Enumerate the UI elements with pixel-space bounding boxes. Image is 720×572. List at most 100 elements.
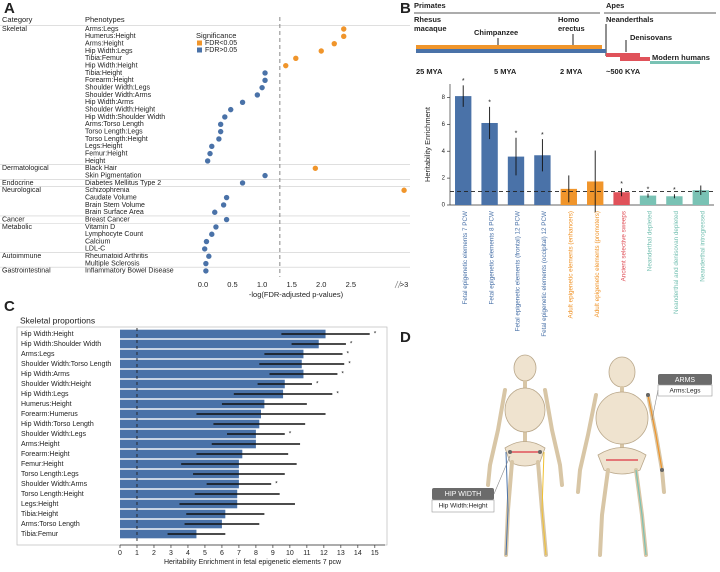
bar xyxy=(481,122,498,205)
y-tick-label: 6 xyxy=(442,122,446,128)
timeline-bar xyxy=(606,53,640,57)
x-tick-label: 1.0 xyxy=(257,280,267,289)
significance-mark: * xyxy=(374,331,377,338)
dot xyxy=(213,224,219,230)
timeline-group: Primates xyxy=(414,1,446,10)
y-tick-label: 4 xyxy=(442,149,446,155)
phenotype-label: Legs:Height xyxy=(85,143,122,150)
legend-label: FDR>0.05 xyxy=(205,47,237,54)
x-tick-label: 1.5 xyxy=(286,280,296,289)
phenotype-label: Skin Pigmentation xyxy=(85,172,142,179)
phenotype-label: Hip Width:Shoulder Width xyxy=(85,114,165,121)
legend-swatch xyxy=(197,47,202,53)
skeleton xyxy=(576,356,666,557)
category-label: Metabolic xyxy=(2,224,32,231)
significance-mark: * xyxy=(620,181,623,188)
phenotype-label: Shoulder Width:Arms xyxy=(85,92,152,99)
chart-title: Skeletal proportions xyxy=(20,315,95,325)
x-tick-label: Fetal epigenetic elements (frontal) 12 P… xyxy=(515,211,522,331)
dot xyxy=(293,55,299,62)
bar xyxy=(120,519,222,529)
label-subtitle: Arms:Legs xyxy=(669,388,701,395)
bar xyxy=(455,96,472,205)
y-tick-label: Femur:Height xyxy=(21,461,63,468)
panel-label: C xyxy=(4,298,15,315)
category-label: Endocrine xyxy=(2,180,34,187)
phenotype-label: Black Hair xyxy=(85,165,118,172)
y-tick-label: Humerus:Height xyxy=(21,401,72,408)
x-axis-label: -log(FDR-adjusted p-values) xyxy=(249,290,344,299)
phenotype-label: Hip Width:Legs xyxy=(85,48,133,55)
legend-title: Significance xyxy=(196,31,236,40)
bar xyxy=(120,389,284,399)
x-tick-label: 0.5 xyxy=(227,280,237,289)
time-label: 5 MYA xyxy=(494,67,517,76)
phenotype-label: Diabetes Mellitus Type 2 xyxy=(85,180,161,187)
dot xyxy=(201,246,208,252)
phenotype-label: Arms:Torso Length xyxy=(85,121,144,128)
label-header xyxy=(432,488,494,500)
bar xyxy=(507,156,525,205)
x-tick-label: 12 xyxy=(320,550,328,557)
x-tick-label: 11 xyxy=(303,550,310,557)
bar xyxy=(120,499,238,509)
x-tick-label: 5 xyxy=(203,550,207,557)
y-axis-label: Heritability Enrichment xyxy=(423,106,432,182)
bar xyxy=(120,339,319,349)
phenotype-label: Humerus:Height xyxy=(85,33,136,40)
x-tick-label: Fetal epigenetic elements 7 PCW xyxy=(462,211,469,305)
x-tick-label: 13 xyxy=(337,550,345,557)
species-label: Denisovans xyxy=(630,33,672,42)
y-tick-label: Forearm:Height xyxy=(21,451,70,458)
skeleton xyxy=(486,354,564,557)
species-label: Rhesus xyxy=(414,15,441,24)
bar xyxy=(120,529,197,539)
time-label: 25 MYA xyxy=(416,67,443,76)
dot xyxy=(341,26,347,32)
phenotype-label: Rheumatoid Arthritis xyxy=(85,253,149,260)
significance-mark: * xyxy=(348,361,351,368)
phenotype-label: Hip Width:Height xyxy=(85,62,138,69)
dot xyxy=(212,209,218,215)
bar xyxy=(120,439,256,449)
x-tick-label: Fetal epigenetic elements (occipital) 12… xyxy=(541,211,548,337)
phenotype-label: Torso Length:Height xyxy=(85,136,148,143)
bar xyxy=(120,399,265,409)
column-header: Phenotypes xyxy=(85,15,125,24)
bar xyxy=(120,419,260,429)
x-tick-label: Fetal epigenetic elements 8 PCW xyxy=(488,211,495,305)
y-tick-label: Torso Length:Legs xyxy=(21,471,79,478)
dot xyxy=(220,202,227,208)
dot xyxy=(239,180,246,186)
y-tick-label: Forearm:Humerus xyxy=(21,411,78,418)
bar xyxy=(534,155,551,205)
bar xyxy=(692,190,709,205)
phenotype-label: Breast Cancer xyxy=(85,216,130,223)
dot xyxy=(341,33,347,40)
phenotype-label: Shoulder Width:Height xyxy=(85,106,155,113)
significance-mark: * xyxy=(347,351,350,358)
x-tick-label: 4 xyxy=(186,550,190,557)
phenotype-label: Caudate Volume xyxy=(85,194,137,201)
connector xyxy=(651,389,659,421)
phenotype-label: Multiple Sclerosis xyxy=(85,260,140,267)
y-tick-label: Hip Width:Torso Length xyxy=(21,421,94,428)
phenotype-label: Lymphocyte Count xyxy=(85,231,143,238)
bar xyxy=(120,349,304,359)
legend-swatch xyxy=(197,40,202,46)
label-header xyxy=(658,374,712,385)
y-tick-label: Tibia:Height xyxy=(21,511,58,518)
phenotype-label: Schizophrenia xyxy=(85,187,129,194)
panel-label: A xyxy=(4,0,15,17)
x-tick-label: 2.5 xyxy=(346,280,356,289)
x-tick-label: Neanderthal and denisovan depleted xyxy=(673,211,680,314)
bar xyxy=(120,449,243,459)
x-tick-label: 10 xyxy=(286,550,294,557)
dot xyxy=(207,150,213,157)
species-label: Neanderthals xyxy=(606,15,654,24)
significance-mark: * xyxy=(336,391,339,398)
phenotype-label: Forearm:Height xyxy=(85,77,134,84)
y-tick-label: Shoulder Width:Legs xyxy=(21,431,86,438)
significance-mark: * xyxy=(673,187,676,194)
